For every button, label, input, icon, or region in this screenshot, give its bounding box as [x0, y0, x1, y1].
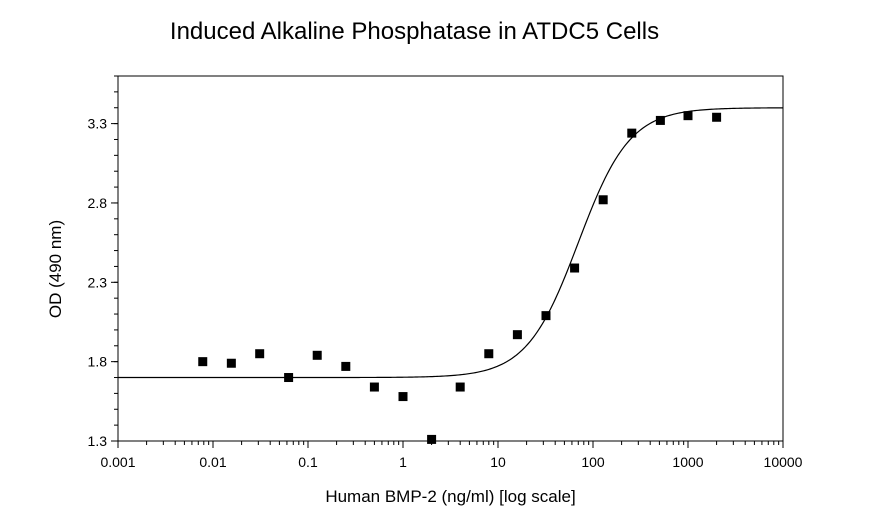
data-point	[312, 350, 322, 360]
y-axis-label: OD (490 nm)	[46, 219, 65, 319]
data-point	[455, 382, 465, 392]
data-point	[255, 349, 265, 359]
y-tick-label: 1.3	[88, 433, 108, 449]
data-points	[198, 111, 722, 444]
data-point	[598, 195, 608, 205]
data-point	[541, 311, 551, 321]
x-tick-label: 10000	[764, 454, 803, 470]
y-tick-label: 3.3	[88, 116, 108, 132]
data-point	[398, 392, 408, 402]
x-tick-label: 10	[490, 454, 506, 470]
x-axis: 0.001 0.01 0.1 1 10 100 1000 10000	[100, 441, 803, 470]
x-tick-label: 1	[399, 454, 407, 470]
data-point	[655, 115, 665, 125]
y-tick-label: 2.3	[88, 274, 108, 290]
y-tick-label: 1.8	[88, 354, 108, 370]
data-point	[341, 361, 351, 371]
x-tick-label: 0.001	[100, 454, 135, 470]
plot-frame	[117, 75, 784, 442]
x-tick-label: 100	[581, 454, 605, 470]
x-tick-label: 1000	[672, 454, 703, 470]
data-point	[427, 434, 437, 444]
data-point	[484, 349, 494, 359]
data-point	[284, 373, 294, 383]
data-point	[512, 330, 522, 340]
data-point	[369, 382, 379, 392]
x-tick-label: 0.01	[199, 454, 226, 470]
y-axis: 1.3 1.8 2.3 2.8 3.3	[88, 75, 118, 449]
chart-title: Induced Alkaline Phosphatase in ATDC5 Ce…	[169, 18, 660, 45]
data-point	[570, 263, 580, 273]
data-point	[627, 128, 637, 138]
data-point	[226, 358, 236, 368]
data-point	[683, 111, 693, 121]
x-axis-label: Human BMP-2 (ng/ml) [log scale]	[325, 487, 576, 506]
fit-curve	[118, 107, 783, 379]
data-point	[712, 112, 722, 122]
data-point	[198, 357, 208, 367]
y-tick-label: 2.8	[88, 195, 108, 211]
x-tick-label: 0.1	[298, 454, 318, 470]
